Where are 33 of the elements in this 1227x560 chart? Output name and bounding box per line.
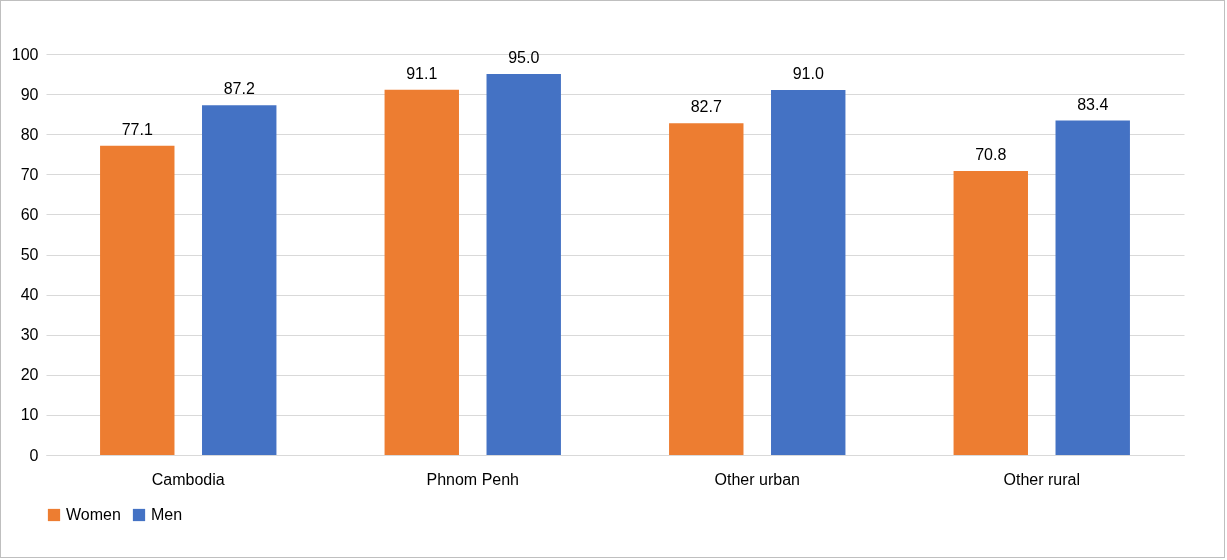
bar [384,89,459,455]
bar [953,171,1028,455]
bar [486,74,561,455]
bar [202,105,277,455]
y-tick-label: 90 [20,85,39,103]
x-tick-label: Cambodia [151,470,225,488]
y-tick-label: 40 [20,286,39,304]
y-tick-label: 0 [29,446,39,464]
y-tick-label: 50 [20,246,39,263]
data-label: 87.2 [223,80,255,98]
legend-label: Men [151,506,183,523]
x-tick-label: Phnom Penh [426,470,520,488]
legend-label: Women [66,506,121,523]
data-label: 77.1 [121,120,153,138]
y-tick-label: 10 [20,406,39,424]
bar [1055,120,1130,455]
data-label: 91.1 [406,64,438,82]
y-tick-label: 20 [20,366,39,384]
x-tick-label: Other urban [714,470,800,488]
data-label: 95.0 [508,49,540,67]
y-tick-label: 70 [20,165,39,183]
x-tick-label: Other rural [1003,470,1080,488]
y-tick-label: 100 [11,45,39,63]
data-label: 70.8 [975,146,1007,164]
bar [771,90,846,455]
data-label: 83.4 [1077,95,1109,113]
y-tick-label: 80 [20,125,39,143]
bar [100,145,175,455]
y-tick-label: 30 [20,326,39,344]
bar [669,123,744,455]
data-label: 82.7 [690,98,722,116]
data-label: 91.0 [792,65,824,83]
y-tick-label: 60 [20,205,39,223]
